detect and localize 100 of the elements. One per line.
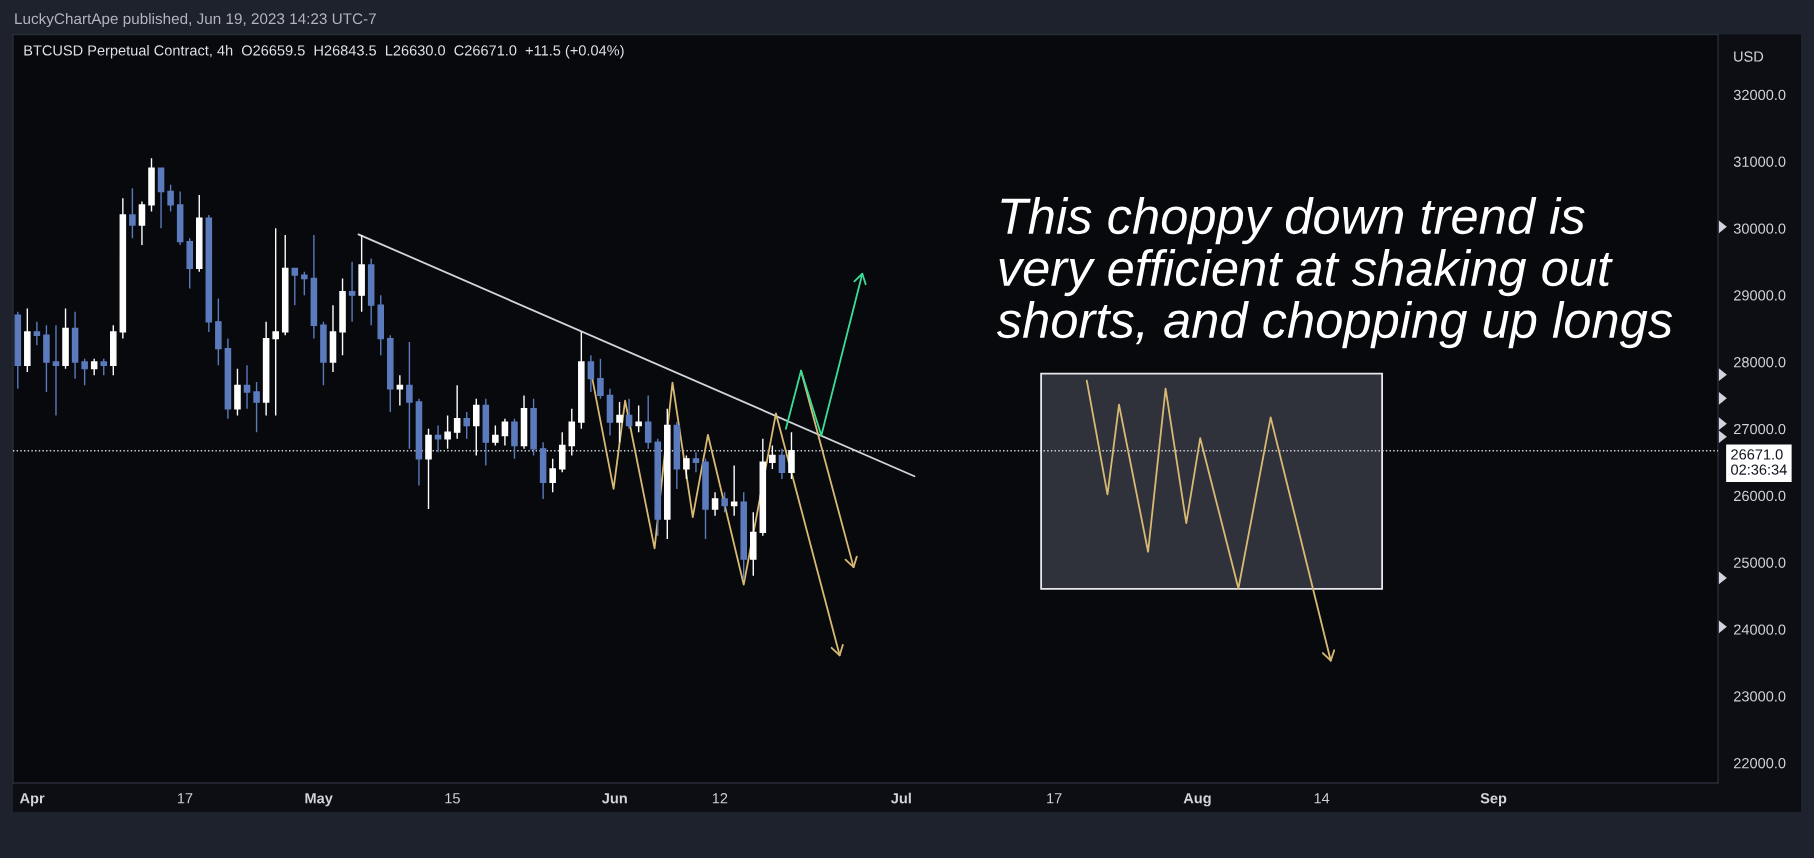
- candlestick: [157, 167, 165, 230]
- text: LuckyChartApe published, Jun 19, 2023 14:23 UTC-7: [15, 12, 376, 28]
- x-tick-label: Sep: [1480, 793, 1507, 807]
- candlestick: [654, 438, 662, 537]
- candlestick: [702, 458, 709, 540]
- candlestick: [138, 200, 146, 246]
- x-tick-label: Apr: [19, 793, 45, 807]
- candlestick: [301, 271, 308, 296]
- candlestick: [377, 294, 385, 356]
- candlestick: [110, 324, 117, 377]
- candlestick: [558, 431, 566, 473]
- y-tick-label: 31000.0: [1733, 156, 1786, 167]
- candlestick: [243, 364, 251, 410]
- candlestick: [539, 441, 547, 500]
- y-tick-label: 29000.0: [1734, 290, 1786, 301]
- candlestick: [71, 311, 79, 380]
- candlestick: [587, 354, 595, 393]
- candlestick: [329, 304, 337, 373]
- x-tick-label: Jun: [602, 793, 627, 804]
- y-tick-label: 28000.0: [1734, 357, 1786, 368]
- candlestick: [167, 184, 174, 213]
- candlestick: [62, 307, 69, 370]
- x-tick-label: 12: [712, 793, 728, 804]
- candlestick: [463, 411, 470, 440]
- candlestick: [396, 374, 404, 407]
- candlestick: [635, 404, 642, 433]
- candlestick: [176, 190, 184, 246]
- candlestick: [358, 234, 365, 313]
- candlestick: [625, 398, 633, 430]
- candlestick: [415, 398, 423, 487]
- candlestick: [711, 491, 719, 517]
- candlestick: [348, 261, 356, 323]
- candlestick: [511, 418, 518, 460]
- x-tick-label: 17: [1047, 793, 1062, 804]
- candlestick: [406, 341, 413, 450]
- y-tick-label: 26000.0: [1734, 490, 1786, 502]
- candlestick: [520, 394, 528, 450]
- x-tick-label: Jul: [891, 792, 911, 804]
- candlestick: [692, 451, 700, 473]
- candlestick: [387, 334, 394, 413]
- y-axis-title: USD: [1734, 51, 1764, 62]
- candlestick: [740, 491, 747, 580]
- candlestick: [788, 431, 795, 480]
- ref-line-label: 26671.0 02:36:34: [1731, 449, 1787, 475]
- candlestick: [186, 237, 193, 290]
- candlestick: [749, 511, 757, 577]
- candlestick: [578, 331, 585, 430]
- candlestick: [81, 357, 88, 387]
- candlestick: [52, 324, 60, 417]
- candlestick: [234, 367, 241, 417]
- candlestick: [453, 384, 461, 440]
- candlestick: [730, 464, 738, 517]
- candlestick: [129, 187, 136, 240]
- y-tick-label: 27000.0: [1734, 423, 1786, 435]
- candlestick: [664, 408, 671, 540]
- y-tick-label: 32000.0: [1733, 89, 1786, 101]
- candlestick: [253, 381, 260, 433]
- candlestick: [769, 444, 776, 470]
- candlestick: [549, 458, 556, 493]
- x-tick-label: 15: [445, 793, 460, 804]
- y-tick-label: 30000.0: [1733, 223, 1786, 234]
- y-tick-label: 24000.0: [1734, 624, 1786, 635]
- candlestick: [482, 398, 490, 467]
- x-tick-label: 17: [177, 793, 193, 804]
- candlestick: [148, 157, 155, 213]
- candlestick: [367, 257, 375, 326]
- candlestick: [644, 394, 652, 450]
- candlestick: [320, 321, 327, 387]
- candlestick: [24, 307, 31, 373]
- candlestick: [100, 357, 108, 377]
- y-tick-label: 25000.0: [1734, 557, 1786, 568]
- candlestick: [444, 414, 451, 450]
- candlestick: [33, 321, 41, 346]
- candlestick: [530, 398, 537, 457]
- candlestick: [434, 424, 442, 453]
- annotation: This choppy down trend is very efficient at shaking out shorts, and chopping up longs: [996, 196, 1673, 349]
- text: BTCUSD Perpetual Contract, 4h O26659.5 H26843.5 L26630.0 C26671.0 +11.5 (+0.04%): [24, 44, 624, 59]
- candlestick: [472, 398, 480, 457]
- candlestick: [501, 418, 509, 447]
- candlestick: [597, 357, 604, 400]
- x-tick-label: 14: [1314, 793, 1330, 804]
- candlestick: [683, 454, 690, 480]
- candlestick: [492, 424, 499, 447]
- candlestick: [721, 491, 728, 514]
- candlestick: [339, 277, 346, 356]
- candlestick: [291, 267, 299, 306]
- candlestick: [778, 448, 786, 480]
- candlestick: [262, 321, 270, 417]
- candlestick: [310, 234, 318, 340]
- y-tick-label: 23000.0: [1734, 691, 1786, 702]
- candlestick: [425, 428, 432, 510]
- candlestick: [606, 388, 614, 437]
- candlestick: [281, 234, 289, 336]
- candlestick: [43, 324, 50, 393]
- candlestick: [215, 297, 222, 367]
- y-tick-label: 22000.0: [1734, 758, 1786, 769]
- candlestick: [272, 227, 279, 417]
- candlestick: [616, 401, 623, 443]
- candlestick: [195, 194, 203, 273]
- candlestick: [90, 357, 98, 377]
